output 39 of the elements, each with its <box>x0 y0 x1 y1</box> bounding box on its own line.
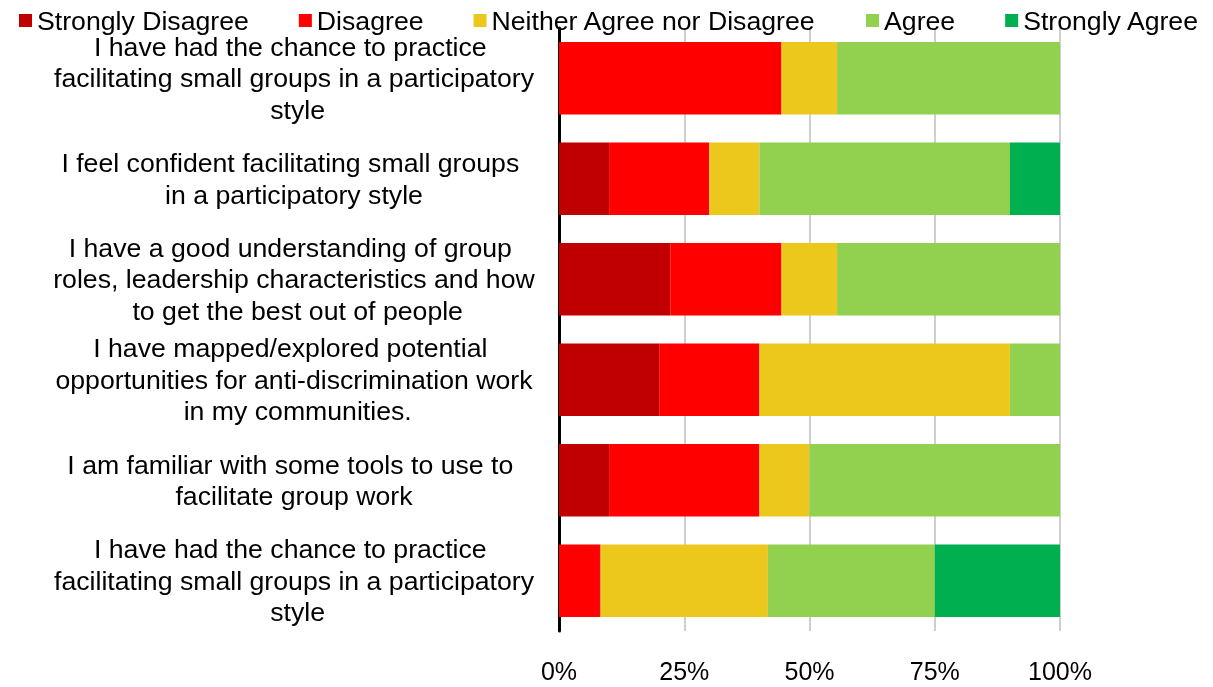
y-tick-label: I have had the chance to practice facilitating small groups in a participatory style <box>53 534 535 628</box>
bar <box>559 444 610 517</box>
bar <box>659 343 760 416</box>
legend-label: Strongly Agree <box>1023 5 1199 36</box>
x-tick-label: 100% <box>1028 656 1092 685</box>
bar <box>759 343 1010 416</box>
bar <box>767 544 935 617</box>
bar <box>609 142 710 215</box>
y-tick-label: I have a good understanding of group roles, leadership characteristics and how to get the best out of people <box>53 232 536 326</box>
legend-label: Disagree <box>316 5 424 36</box>
bar <box>709 142 760 215</box>
bar <box>609 444 760 517</box>
bar <box>759 444 810 517</box>
x-tick-label: 0% <box>540 656 578 685</box>
bar <box>781 243 838 316</box>
bar <box>600 544 768 617</box>
bar <box>559 243 671 316</box>
legend-label: Strongly Disagree <box>37 5 249 36</box>
bar <box>759 142 1010 215</box>
x-tick-label: 25% <box>659 656 710 685</box>
legend-label: Agree <box>884 5 956 36</box>
bar <box>837 243 1060 316</box>
bar <box>809 444 1060 517</box>
bar <box>559 544 601 617</box>
bar <box>559 42 782 115</box>
bar <box>837 42 1060 115</box>
bar <box>670 243 782 316</box>
bar <box>559 142 610 215</box>
y-tick-label: I feel confident facilitating small groups in a participatory style <box>61 148 527 210</box>
legend-label: Neither Agree nor Disagree <box>491 5 815 36</box>
bar <box>1009 142 1060 215</box>
y-tick-label: I am familiar with some tools to use to facilitate group work <box>67 449 521 511</box>
bar <box>1009 343 1060 416</box>
y-tick-label: I have mapped/explored potential opportunities for anti-discrimination work in my communities. <box>55 333 534 427</box>
bar <box>559 343 660 416</box>
bar <box>781 42 838 115</box>
bar <box>934 544 1060 617</box>
x-tick-label: 50% <box>784 656 835 685</box>
x-tick-label: 75% <box>909 656 960 685</box>
